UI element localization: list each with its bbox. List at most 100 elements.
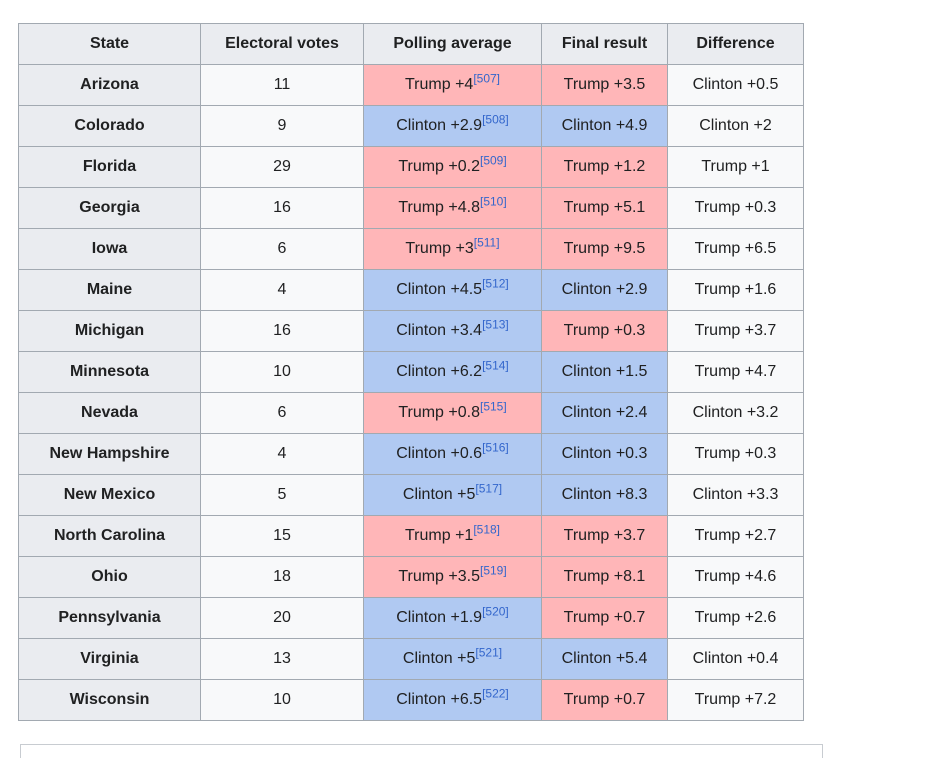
electoral-votes-cell: 29: [200, 146, 364, 188]
difference-cell: Clinton +0.5: [667, 64, 804, 106]
state-cell: Virginia: [18, 638, 201, 680]
citation-link[interactable]: [507]: [473, 71, 501, 86]
polling-average-cell: Trump +3[511]: [363, 228, 542, 270]
citation-link[interactable]: [515]: [479, 399, 507, 414]
col-header-electoral-votes: Electoral votes: [200, 23, 364, 65]
difference-cell: Trump +7.2: [667, 679, 804, 721]
citation-link[interactable]: [519]: [479, 563, 507, 578]
table-row: Ohio 18 Trump +3.5[519] Trump +8.1 Trump…: [18, 556, 804, 598]
final-result-cell: Clinton +2.4: [541, 392, 668, 434]
citation-link[interactable]: [516]: [482, 440, 509, 455]
citation-link[interactable]: [509]: [479, 153, 507, 168]
polling-average-value: Trump +0.2: [398, 157, 480, 175]
polling-average-value: Trump +4: [404, 75, 474, 93]
polling-average-cell: Trump +0.8[515]: [363, 392, 542, 434]
state-cell: Minnesota: [18, 351, 201, 393]
table-row: Iowa 6 Trump +3[511] Trump +9.5 Trump +6…: [18, 228, 804, 270]
state-cell: Nevada: [18, 392, 201, 434]
polling-average-cell: Trump +1[518]: [363, 515, 542, 557]
state-cell: North Carolina: [18, 515, 201, 557]
col-header-polling-average: Polling average: [363, 23, 542, 65]
citation-link[interactable]: [514]: [482, 358, 509, 373]
polling-average-cell: Trump +4[507]: [363, 64, 542, 106]
polling-average-cell: Clinton +2.9[508]: [363, 105, 542, 147]
difference-cell: Trump +0.3: [667, 187, 804, 229]
polling-average-value: Clinton +1.9: [396, 608, 483, 626]
table-row: Virginia 13 Clinton +5[521] Clinton +5.4…: [18, 638, 804, 680]
electoral-votes-cell: 16: [200, 310, 364, 352]
citation-link[interactable]: [510]: [479, 194, 507, 209]
electoral-votes-cell: 15: [200, 515, 364, 557]
final-result-cell: Trump +0.7: [541, 679, 668, 721]
polling-average-cell: Trump +4.8[510]: [363, 187, 542, 229]
citation-link[interactable]: [512]: [482, 276, 509, 291]
electoral-votes-cell: 11: [200, 64, 364, 106]
citation-link[interactable]: [508]: [482, 112, 509, 127]
polling-average-cell: Clinton +4.5[512]: [363, 269, 542, 311]
table-row: Georgia 16 Trump +4.8[510] Trump +5.1 Tr…: [18, 187, 804, 229]
table-row: Wisconsin 10 Clinton +6.5[522] Trump +0.…: [18, 679, 804, 721]
state-cell: Maine: [18, 269, 201, 311]
final-result-cell: Clinton +5.4: [541, 638, 668, 680]
final-result-cell: Trump +3.7: [541, 515, 668, 557]
state-cell: Florida: [18, 146, 201, 188]
polling-average-value: Trump +4.8: [398, 198, 480, 216]
difference-cell: Trump +1: [667, 146, 804, 188]
polling-average-cell: Clinton +6.5[522]: [363, 679, 542, 721]
table-row: Florida 29 Trump +0.2[509] Trump +1.2 Tr…: [18, 146, 804, 188]
polling-average-cell: Clinton +1.9[520]: [363, 597, 542, 639]
difference-cell: Clinton +3.2: [667, 392, 804, 434]
polling-average-value: Trump +3.5: [398, 567, 480, 585]
table-row: North Carolina 15 Trump +1[518] Trump +3…: [18, 515, 804, 557]
citation-link[interactable]: [522]: [482, 686, 509, 701]
polling-average-value: Clinton +3.4: [396, 321, 483, 339]
difference-cell: Clinton +2: [667, 105, 804, 147]
difference-cell: Clinton +0.4: [667, 638, 804, 680]
citation-link[interactable]: [521]: [475, 645, 503, 660]
polling-average-value: Clinton +4.5: [396, 280, 483, 298]
final-result-cell: Trump +8.1: [541, 556, 668, 598]
citation-link[interactable]: [518]: [473, 522, 501, 537]
citation-link[interactable]: [511]: [473, 235, 500, 250]
electoral-votes-cell: 4: [200, 433, 364, 475]
difference-cell: Trump +0.3: [667, 433, 804, 475]
final-result-cell: Clinton +0.3: [541, 433, 668, 475]
electoral-votes-cell: 13: [200, 638, 364, 680]
electoral-votes-cell: 5: [200, 474, 364, 516]
polling-average-cell: Clinton +3.4[513]: [363, 310, 542, 352]
state-cell: Ohio: [18, 556, 201, 598]
difference-cell: Trump +2.7: [667, 515, 804, 557]
electoral-votes-cell: 6: [200, 392, 364, 434]
difference-cell: Trump +4.7: [667, 351, 804, 393]
electoral-votes-cell: 16: [200, 187, 364, 229]
state-cell: New Hampshire: [18, 433, 201, 475]
table-row: Nevada 6 Trump +0.8[515] Clinton +2.4 Cl…: [18, 392, 804, 434]
electoral-votes-cell: 9: [200, 105, 364, 147]
electoral-votes-cell: 10: [200, 351, 364, 393]
final-result-cell: Trump +0.3: [541, 310, 668, 352]
polling-average-value: Clinton +5: [402, 485, 476, 503]
electoral-votes-cell: 18: [200, 556, 364, 598]
state-cell: Georgia: [18, 187, 201, 229]
difference-cell: Clinton +3.3: [667, 474, 804, 516]
polling-average-value: Clinton +6.5: [396, 690, 483, 708]
final-result-cell: Trump +9.5: [541, 228, 668, 270]
state-polling-results-table: State Electoral votes Polling average Fi…: [18, 23, 804, 721]
polling-average-value: Clinton +0.6: [396, 444, 483, 462]
difference-cell: Trump +3.7: [667, 310, 804, 352]
state-cell: New Mexico: [18, 474, 201, 516]
difference-cell: Trump +6.5: [667, 228, 804, 270]
polling-average-value: Trump +1: [404, 526, 474, 544]
citation-link[interactable]: [517]: [475, 481, 503, 496]
citation-link[interactable]: [513]: [482, 317, 509, 332]
polling-average-value: Clinton +2.9: [396, 116, 483, 134]
polling-average-cell: Clinton +0.6[516]: [363, 433, 542, 475]
difference-cell: Trump +4.6: [667, 556, 804, 598]
state-cell: Wisconsin: [18, 679, 201, 721]
citation-link[interactable]: [520]: [482, 604, 509, 619]
table-row: Arizona 11 Trump +4[507] Trump +3.5 Clin…: [18, 64, 804, 106]
header-row: State Electoral votes Polling average Fi…: [18, 23, 804, 65]
polling-average-value: Clinton +6.2: [396, 362, 483, 380]
state-cell: Iowa: [18, 228, 201, 270]
